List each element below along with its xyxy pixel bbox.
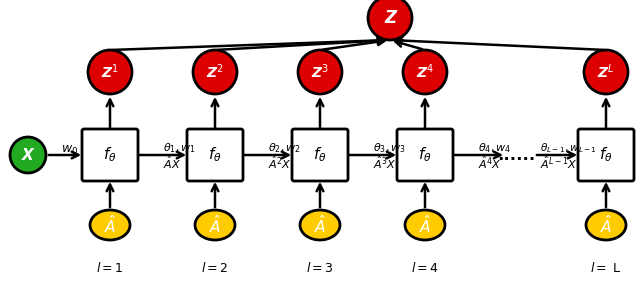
Text: $f_\theta$: $f_\theta$	[418, 146, 432, 164]
Ellipse shape	[368, 0, 412, 40]
Text: Z$^3$: Z$^3$	[311, 63, 329, 81]
Text: $\theta_1, w_1$: $\theta_1, w_1$	[163, 141, 196, 155]
FancyBboxPatch shape	[397, 129, 453, 181]
Text: $\hat{A}$: $\hat{A}$	[209, 214, 221, 236]
FancyBboxPatch shape	[578, 129, 634, 181]
Ellipse shape	[193, 50, 237, 94]
Text: $l = 2$: $l = 2$	[201, 261, 228, 275]
Text: $w_0$: $w_0$	[61, 143, 79, 157]
FancyBboxPatch shape	[187, 129, 243, 181]
Text: X: X	[22, 148, 34, 162]
Text: Z$^1$: Z$^1$	[101, 63, 119, 81]
Text: $\theta_{L-1}, w_{L-1}$: $\theta_{L-1}, w_{L-1}$	[540, 141, 597, 155]
FancyBboxPatch shape	[292, 129, 348, 181]
Ellipse shape	[195, 210, 235, 240]
Ellipse shape	[403, 50, 447, 94]
Text: $\theta_4, w_4$: $\theta_4, w_4$	[478, 141, 511, 155]
Text: $\hat{A}X$: $\hat{A}X$	[163, 155, 181, 171]
Text: $l = $ L: $l = $ L	[590, 261, 622, 275]
Ellipse shape	[584, 50, 628, 94]
Text: Z$^4$: Z$^4$	[416, 63, 434, 81]
Ellipse shape	[90, 210, 130, 240]
FancyBboxPatch shape	[82, 129, 138, 181]
Text: $\hat{A}^{L-1}X$: $\hat{A}^{L-1}X$	[540, 155, 577, 171]
Text: $l = 3$: $l = 3$	[306, 261, 334, 275]
Ellipse shape	[298, 50, 342, 94]
Text: Z$^L$: Z$^L$	[597, 63, 614, 81]
Text: $\hat{A}$: $\hat{A}$	[419, 214, 431, 236]
Text: $\hat{A}$: $\hat{A}$	[104, 214, 116, 236]
Text: $\hat{A}^4X$: $\hat{A}^4X$	[478, 155, 501, 171]
Text: Z: Z	[384, 9, 396, 27]
Text: $\theta_3, w_3$: $\theta_3, w_3$	[373, 141, 406, 155]
Text: $\hat{A}$: $\hat{A}$	[314, 214, 326, 236]
Text: $\hat{A}^3X$: $\hat{A}^3X$	[373, 155, 396, 171]
Text: $f_\theta$: $f_\theta$	[313, 146, 327, 164]
Text: $l = 1$: $l = 1$	[96, 261, 124, 275]
Ellipse shape	[405, 210, 445, 240]
Text: $f_\theta$: $f_\theta$	[599, 146, 613, 164]
Ellipse shape	[586, 210, 626, 240]
Ellipse shape	[10, 137, 46, 173]
Text: $l = 4$: $l = 4$	[411, 261, 439, 275]
Text: $\hat{A}^2X$: $\hat{A}^2X$	[268, 155, 291, 171]
Ellipse shape	[88, 50, 132, 94]
Text: $f_\theta$: $f_\theta$	[103, 146, 117, 164]
Ellipse shape	[300, 210, 340, 240]
Text: $\theta_2, w_2$: $\theta_2, w_2$	[268, 141, 301, 155]
Text: $f_\theta$: $f_\theta$	[208, 146, 222, 164]
Text: ......: ......	[497, 146, 535, 164]
Text: Z$^2$: Z$^2$	[206, 63, 224, 81]
Text: $\hat{A}$: $\hat{A}$	[600, 214, 612, 236]
